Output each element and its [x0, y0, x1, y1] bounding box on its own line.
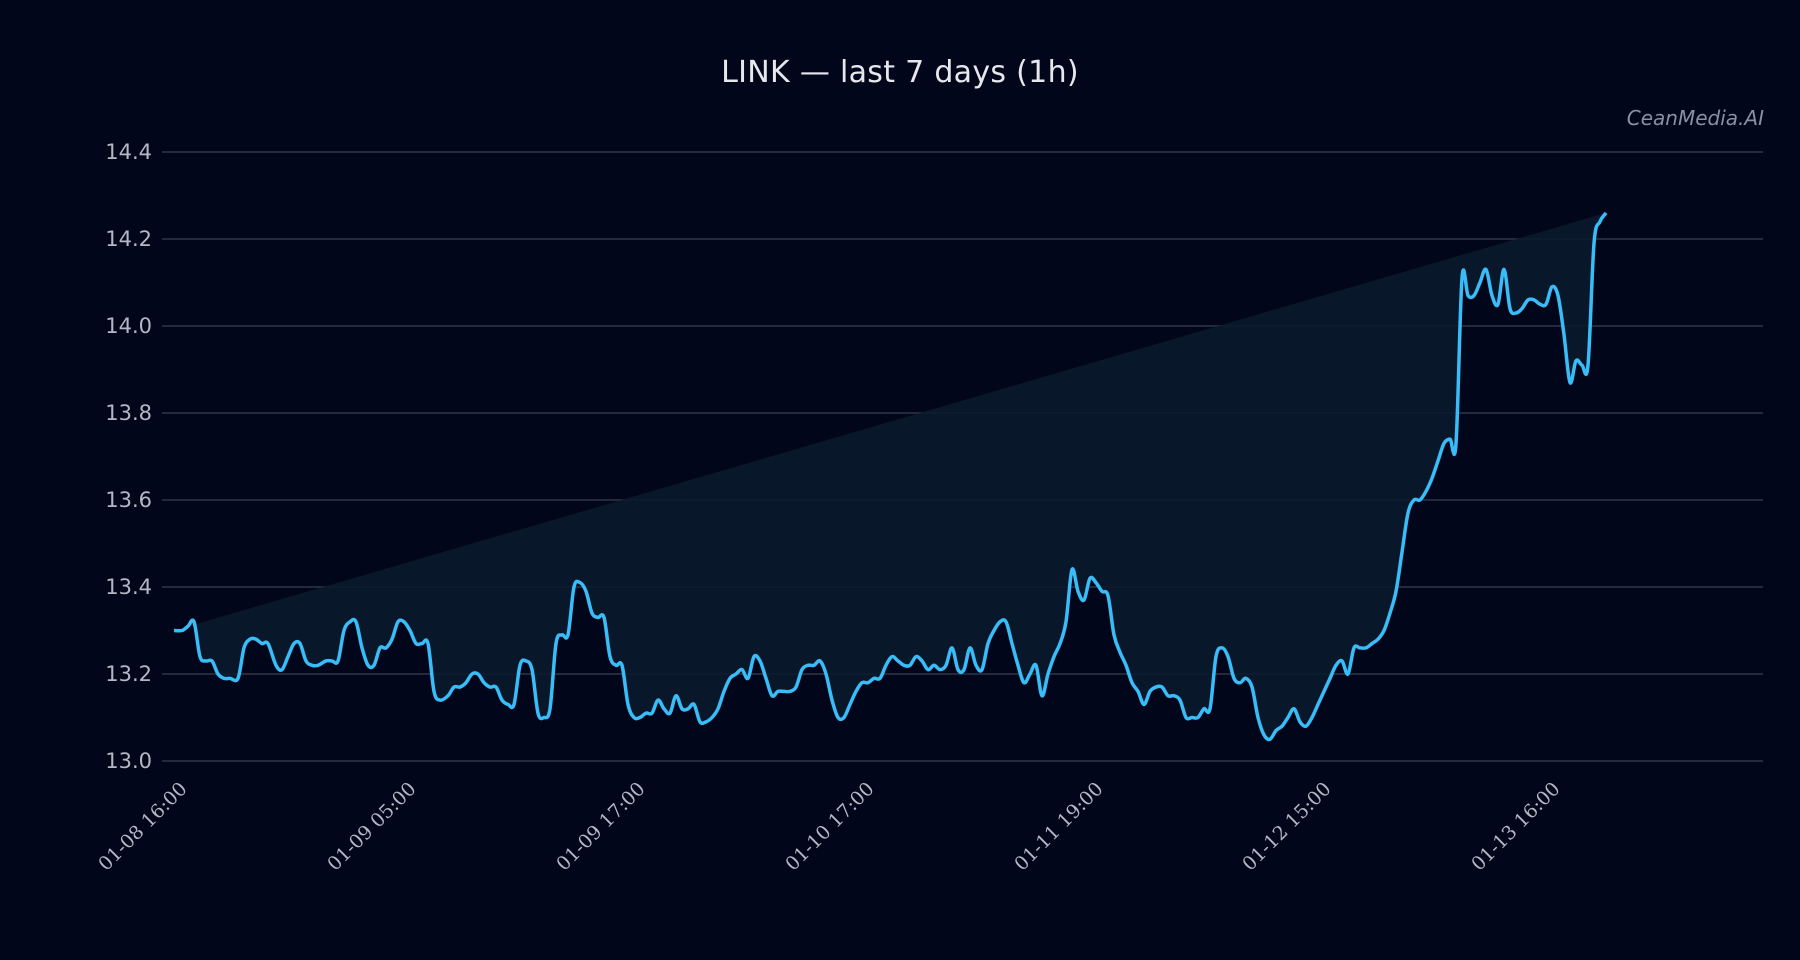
y-tick-label: 13.0 — [105, 749, 152, 773]
watermark: CeanMedia.AI — [1626, 106, 1764, 130]
x-tick-label: 01-10 17:00 — [781, 778, 878, 875]
x-tick-label: 01-11 19:00 — [1010, 778, 1107, 875]
y-tick-label: 14.0 — [105, 314, 152, 338]
price-area-fill — [174, 212, 1606, 740]
y-tick-label: 13.2 — [105, 662, 152, 686]
y-tick-label: 13.8 — [105, 401, 152, 425]
y-tick-label: 14.4 — [105, 140, 152, 164]
x-tick-label: 01-12 15:00 — [1238, 778, 1335, 875]
x-tick-label: 01-13 16:00 — [1467, 778, 1564, 875]
chart-title: LINK — last 7 days (1h) — [721, 55, 1079, 90]
x-axis: 01-08 16:00 01-09 05:00 01-09 17:00 01-10 1… — [94, 778, 1564, 875]
y-tick-label: 14.2 — [105, 227, 152, 251]
x-tick-label: 01-09 05:00 — [323, 778, 420, 875]
x-tick-label: 01-08 16:00 — [94, 778, 191, 875]
x-tick-label: 01-09 17:00 — [552, 778, 649, 875]
y-tick-label: 13.6 — [105, 488, 152, 512]
y-tick-label: 13.4 — [105, 575, 152, 599]
y-axis: 13.0 13.2 13.4 13.6 13.8 14.0 14.2 14.4 — [105, 140, 152, 773]
price-line — [173, 211, 1608, 742]
